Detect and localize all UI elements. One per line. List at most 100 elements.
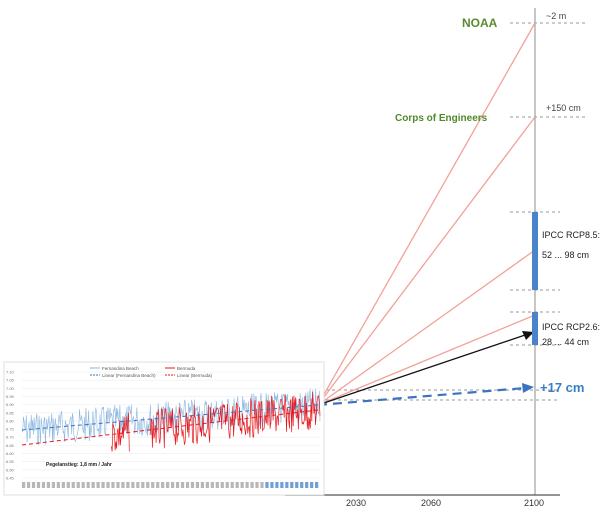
projection-line-rcp26 xyxy=(317,314,536,406)
inset-x-tick xyxy=(290,482,294,488)
inset-y-tick: 7.00 xyxy=(6,386,15,391)
inset-x-tick xyxy=(265,482,269,488)
inset-y-tick: 6.45 xyxy=(6,476,15,481)
inset-y-tick: 7.10 xyxy=(6,370,15,375)
inset-x-tick xyxy=(146,482,150,488)
inset-y-tick: 6.60 xyxy=(6,451,15,456)
x-tick-2100: 2100 xyxy=(524,498,544,508)
inset-x-tick xyxy=(255,482,259,488)
inset-x-tick xyxy=(36,482,41,488)
inset-x-tick xyxy=(106,482,110,488)
inset-x-tick xyxy=(76,482,80,488)
inset-x-tick xyxy=(280,482,284,488)
inset-x-tick xyxy=(161,482,165,488)
inset-x-tick xyxy=(275,482,279,488)
inset-x-tick xyxy=(31,482,36,488)
inset-x-tick xyxy=(310,482,314,488)
rcp26-label: IPCC RCP2.6: xyxy=(542,322,600,332)
inset-x-tick xyxy=(22,482,26,488)
inset-x-tick xyxy=(240,482,244,488)
inset-y-tick: 6.75 xyxy=(6,427,15,432)
inset-legend: Fernandina Beach Bermuda Linear (Fernand… xyxy=(90,366,213,378)
inset-x-tick xyxy=(141,482,145,488)
fernandina-trend-line xyxy=(21,404,319,431)
x-tick-2030: 2030 xyxy=(346,498,366,508)
inset-x-tick xyxy=(225,482,229,488)
legend-linear-fernandina: Linear (Fernandina Beach) xyxy=(102,373,156,378)
inset-x-tick xyxy=(200,482,204,488)
black-arrow xyxy=(317,331,534,406)
bermuda-trend-line xyxy=(21,409,319,446)
inset-annotation: Pegelanstieg: 1,8 mm / Jahr xyxy=(46,462,112,468)
trend-value-label: +17 cm xyxy=(540,380,584,395)
inset-x-tick xyxy=(195,482,200,488)
inset-x-tick xyxy=(86,482,90,488)
inset-x-tick xyxy=(156,482,160,488)
inset-x-tick xyxy=(171,482,175,488)
inset-y-tick: 6.65 xyxy=(6,443,15,448)
inset-x-tick xyxy=(121,482,125,488)
inset-y-tick: 7.05 xyxy=(6,378,15,383)
ipcc-rcp26-bar xyxy=(532,312,538,345)
projection-line-rcp85 xyxy=(317,249,536,406)
inset-x-tick xyxy=(315,482,319,488)
inset-x-tick xyxy=(295,482,299,488)
inset-x-tick xyxy=(220,482,224,488)
inset-x-tick xyxy=(126,482,130,488)
inset-x-tick xyxy=(101,482,105,488)
inset-x-tick xyxy=(230,482,234,488)
inset-x-tick xyxy=(66,482,70,488)
inset-x-tick xyxy=(96,482,100,488)
inset-x-tick xyxy=(41,482,46,488)
inset-x-tick xyxy=(56,482,60,488)
projection-line-noaa xyxy=(317,22,536,406)
inset-x-tick xyxy=(285,482,289,488)
inset-x-tick xyxy=(250,482,254,488)
ipcc-rcp85-bar xyxy=(532,212,538,290)
legend-linear-bermuda: Linear (Bermuda) xyxy=(177,373,213,378)
inset-y-tick: 6.90 xyxy=(6,402,15,407)
inset-x-tick xyxy=(131,482,135,488)
bermuda-series-line xyxy=(111,391,321,452)
inset-x-tick xyxy=(91,482,95,488)
inset-x-tick xyxy=(300,482,304,488)
rcp85-label: IPCC RCP8.5: xyxy=(542,230,600,240)
inset-y-tick: 6.95 xyxy=(6,394,15,399)
trend-arrow xyxy=(317,383,534,407)
noaa-label: NOAA xyxy=(462,16,498,30)
rcp26-range-label: 28 ... 44 cm xyxy=(542,337,589,347)
inset-x-tick xyxy=(61,482,65,488)
inset-x-tick xyxy=(166,482,170,488)
legend-fernandina: Fernandina Beach xyxy=(102,366,139,371)
inset-x-tick xyxy=(136,482,140,488)
inset-x-tick xyxy=(215,482,219,488)
inset-x-tick xyxy=(111,482,115,488)
inset-y-tick: 6.80 xyxy=(6,418,15,423)
inset-y-tick: 6.50 xyxy=(6,467,15,472)
inset-x-tick xyxy=(245,482,249,488)
projection-lines xyxy=(317,22,536,406)
inset-x-tick xyxy=(46,482,51,488)
corps-label: Corps of Engineers xyxy=(395,113,488,124)
projection-line-corps xyxy=(317,116,536,406)
rcp85-range-label: 52 ... 98 cm xyxy=(542,250,589,260)
inset-x-tick xyxy=(305,482,309,488)
noaa-value-label: ~2 m xyxy=(546,11,566,21)
inset-x-tick xyxy=(175,482,180,488)
inset-x-tick xyxy=(185,482,190,488)
inset-x-tick xyxy=(26,482,31,488)
x-tick-2060: 2060 xyxy=(421,498,441,508)
inset-y-tick: 6.55 xyxy=(6,459,15,464)
corps-value-label: +150 cm xyxy=(546,103,581,113)
inset-x-tick xyxy=(51,482,55,488)
inset-x-tick xyxy=(71,482,75,488)
inset-y-tick: 6.70 xyxy=(6,435,15,440)
inset-x-tick xyxy=(205,482,209,488)
inset-x-tick xyxy=(116,482,120,488)
inset-x-tick xyxy=(180,482,185,488)
inset-x-tick xyxy=(270,482,274,488)
inset-x-tick xyxy=(81,482,85,488)
inset-x-tick xyxy=(260,482,264,488)
inset-x-tick xyxy=(151,482,155,488)
